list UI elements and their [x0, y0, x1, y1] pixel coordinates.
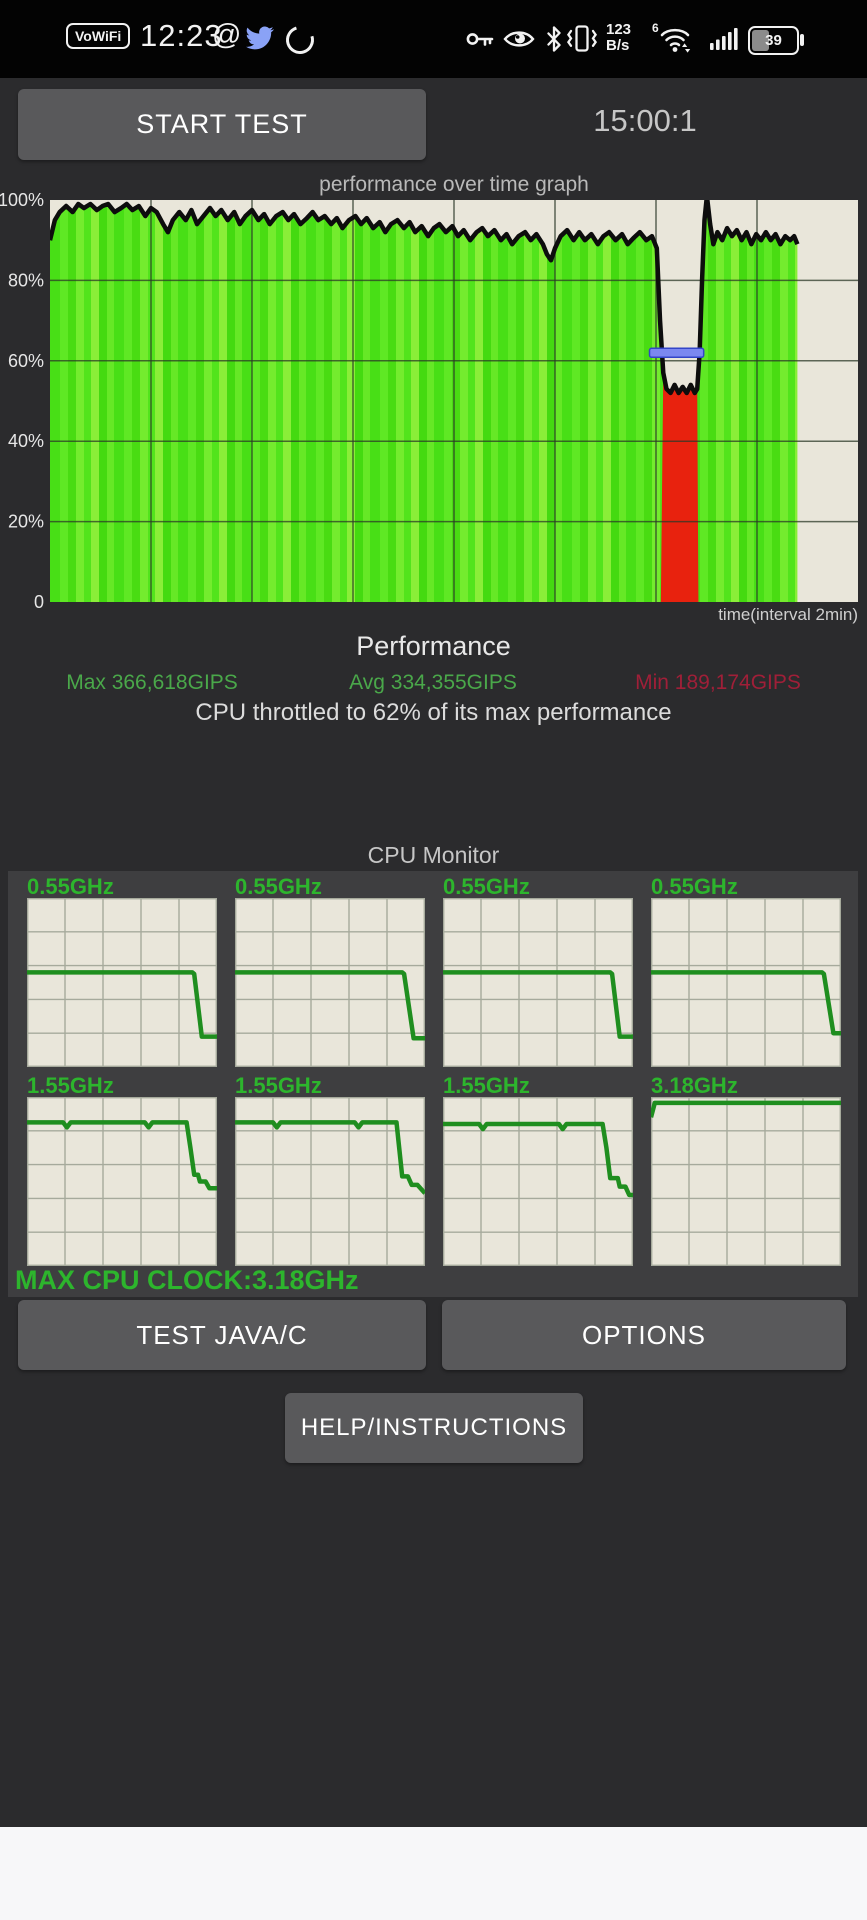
cpu-freq-label: 0.55GHz: [651, 874, 738, 899]
cpu-core-graph: [651, 1097, 841, 1266]
battery-fill: [752, 30, 769, 51]
cpu-freq-label: 0.55GHz: [27, 874, 114, 899]
performance-chart: 100% 80% 60% 40% 20% 0: [0, 190, 858, 612]
svg-text:20%: 20%: [8, 512, 44, 532]
cpu-freq-label: 3.18GHz: [651, 1073, 738, 1098]
cpu-core-chart: 1.55GHz: [235, 1074, 425, 1266]
svg-text:100%: 100%: [0, 190, 44, 210]
at-symbol-icon: @: [212, 19, 242, 51]
twitter-bird-icon: [244, 24, 276, 52]
cpu-monitor-title: CPU Monitor: [367, 842, 500, 868]
key-icon: [466, 29, 494, 49]
chart-x-axis-label: time(interval 2min): [718, 605, 858, 624]
cpu-core-graph: [235, 1097, 425, 1266]
cpu-freq-label: 0.55GHz: [235, 874, 322, 899]
battery-nub: [800, 34, 804, 46]
cpu-core-graph: [651, 898, 841, 1067]
cpu-core-chart: 0.55GHz: [443, 875, 633, 1067]
performance-section-title: Performance: [356, 631, 511, 661]
svg-text:0: 0: [34, 592, 44, 612]
cpu-core-graph: [27, 898, 217, 1067]
cpu-freq-label: 1.55GHz: [27, 1073, 114, 1098]
cpu-core-graph: [443, 898, 633, 1067]
vowifi-badge: VoWiFi: [66, 23, 131, 49]
svg-text:80%: 80%: [8, 270, 44, 290]
cpu-core-graph: [27, 1097, 217, 1266]
eye-icon: [503, 28, 535, 50]
max-cpu-clock-label: MAX CPU CLOCK:3.18GHz: [15, 1265, 359, 1295]
cpu-core-chart: 0.55GHz: [651, 875, 841, 1067]
stat-avg-gips: Avg 334,355GIPS: [349, 671, 517, 694]
throttle-note: CPU throttled to 62% of its max performa…: [195, 699, 672, 726]
battery-icon: 39: [748, 26, 804, 55]
cpu-freq-label: 0.55GHz: [443, 874, 530, 899]
cpu-core-chart: 3.18GHz: [651, 1074, 841, 1266]
cpu-core-grid: 0.55GHz 0.55GHz 0.55GHz 0.55GHz 1.55GHz …: [27, 875, 841, 1266]
help-instructions-button[interactable]: HELP/INSTRUCTIONS: [285, 1393, 583, 1463]
timer-display: 15:00:1: [593, 103, 697, 138]
cpu-monitor-panel: 0.55GHz 0.55GHz 0.55GHz 0.55GHz 1.55GHz …: [8, 871, 858, 1297]
network-speed-indicator: 123 B/s: [606, 22, 631, 54]
android-nav-bar: [0, 1827, 867, 1920]
cpu-freq-label: 1.55GHz: [235, 1073, 322, 1098]
svg-text:40%: 40%: [8, 431, 44, 451]
test-java-button[interactable]: TEST JAVA/C: [18, 1300, 426, 1370]
bluetooth-icon: [546, 26, 562, 52]
cpu-core-chart: 1.55GHz: [27, 1074, 217, 1266]
loading-arc-icon: [281, 21, 319, 59]
wifi-icon: 6: [652, 22, 696, 54]
cpu-freq-label: 1.55GHz: [443, 1073, 530, 1098]
cpu-core-chart: 0.55GHz: [27, 875, 217, 1067]
clock: 12:23: [140, 18, 223, 53]
options-button[interactable]: OPTIONS: [442, 1300, 846, 1370]
cpu-core-chart: 0.55GHz: [235, 875, 425, 1067]
network-speed-value: 123: [606, 21, 632, 38]
stat-max-gips: Max 366,618GIPS: [66, 671, 238, 694]
cpu-core-graph: [235, 898, 425, 1067]
network-speed-unit: B/s: [606, 37, 630, 54]
wifi-gen-label: 6: [652, 22, 659, 35]
start-test-button[interactable]: START TEST: [18, 89, 426, 160]
svg-text:60%: 60%: [8, 351, 44, 371]
chart-title: performance over time graph: [319, 173, 589, 196]
stat-min-gips: Min 189,174GIPS: [635, 671, 801, 694]
battery-percent: 39: [765, 32, 782, 49]
vibrate-icon: [566, 25, 598, 52]
signal-bars-icon: [710, 27, 740, 50]
status-bar: VoWiFi 12:23 @: [0, 0, 867, 78]
cpu-core-chart: 1.55GHz: [443, 1074, 633, 1266]
cpu-core-graph: [443, 1097, 633, 1266]
